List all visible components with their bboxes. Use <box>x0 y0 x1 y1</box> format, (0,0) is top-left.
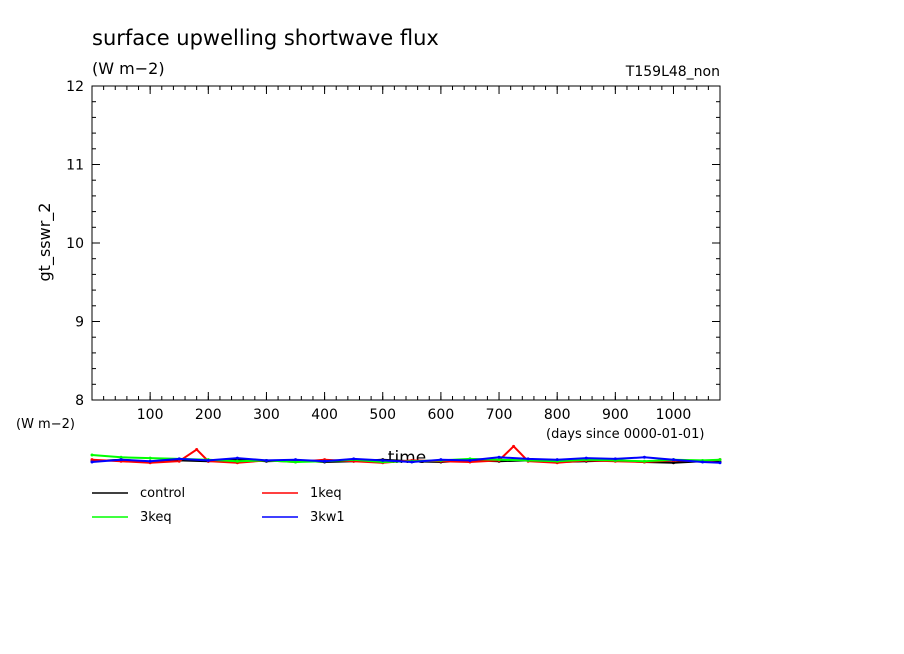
data-point <box>381 458 385 462</box>
legend-item-3keq: 3keq <box>92 510 172 525</box>
x-tick-label: 400 <box>311 407 338 423</box>
y-tick-label: 11 <box>66 158 84 174</box>
legend-label: 3kw1 <box>310 510 345 525</box>
data-point <box>642 459 646 463</box>
plot-frame <box>91 85 721 401</box>
data-point <box>671 458 675 462</box>
data-point <box>497 455 501 459</box>
data-point <box>148 456 152 460</box>
data-point <box>410 460 414 464</box>
data-point <box>177 457 181 461</box>
chart-tag: T159L48_non <box>625 64 720 80</box>
data-point <box>671 461 675 465</box>
y-tick-label: 9 <box>75 315 84 331</box>
data-point <box>555 458 559 462</box>
data-point <box>235 459 239 463</box>
legend-label: control <box>140 486 185 501</box>
series-3kw1 <box>90 455 722 465</box>
data-point <box>323 459 327 463</box>
x-tick-label: 1000 <box>656 407 692 423</box>
data-point <box>90 453 94 457</box>
data-point <box>235 456 239 460</box>
data-point <box>119 458 123 462</box>
data-point <box>718 458 722 462</box>
data-point <box>264 458 268 462</box>
legend: control 1keq 3keq 3kw1 <box>92 486 345 525</box>
legend-item-3kw1: 3kw1 <box>262 510 345 525</box>
data-point <box>90 458 94 462</box>
x-tick-label: 300 <box>253 407 280 423</box>
data-point <box>718 461 722 465</box>
data-point <box>294 460 298 464</box>
legend-item-1keq: 1keq <box>262 486 342 501</box>
x-tick-label: 900 <box>602 407 629 423</box>
y-tick-label: 8 <box>75 393 84 409</box>
data-point <box>206 458 210 462</box>
data-point <box>526 457 530 461</box>
axes: 100 200 300 400 500 600 700 800 900 1000 8 9 10 11 12 <box>66 79 721 423</box>
y-tick-label: 12 <box>66 79 84 95</box>
data-point <box>468 458 472 462</box>
data-point <box>512 444 516 448</box>
data-point <box>613 457 617 461</box>
x-tick-label: 600 <box>428 407 455 423</box>
x-tick-label: 100 <box>137 407 164 423</box>
x-tick-label: 200 <box>195 407 222 423</box>
x-axis-units: (days since 0000-01-01) <box>546 427 704 442</box>
data-point <box>497 458 501 462</box>
x-tick-label: 800 <box>544 407 571 423</box>
data-point <box>148 459 152 463</box>
data-point <box>439 458 443 462</box>
x-axis-label: time <box>388 448 426 468</box>
data-point <box>177 459 181 463</box>
chart-units: (W m−2) <box>92 59 165 78</box>
data-point <box>119 455 123 459</box>
data-point <box>352 457 356 461</box>
y-axis-label: gt_sswr_2 <box>35 203 55 282</box>
y-tick-label: 10 <box>66 236 84 252</box>
x-tick-label: 700 <box>486 407 513 423</box>
data-point <box>584 456 588 460</box>
series-group <box>90 444 722 465</box>
legend-item-control: control <box>92 486 185 501</box>
legend-label: 1keq <box>310 486 342 501</box>
data-point <box>642 455 646 459</box>
chart-title: surface upwelling shortwave flux <box>92 26 439 50</box>
data-point <box>701 460 705 464</box>
legend-label: 3keq <box>140 510 172 525</box>
y-axis-units: (W m−2) <box>16 417 75 432</box>
data-point <box>294 458 298 462</box>
x-tick-label: 500 <box>369 407 396 423</box>
data-point <box>90 460 94 464</box>
data-point <box>195 447 199 451</box>
